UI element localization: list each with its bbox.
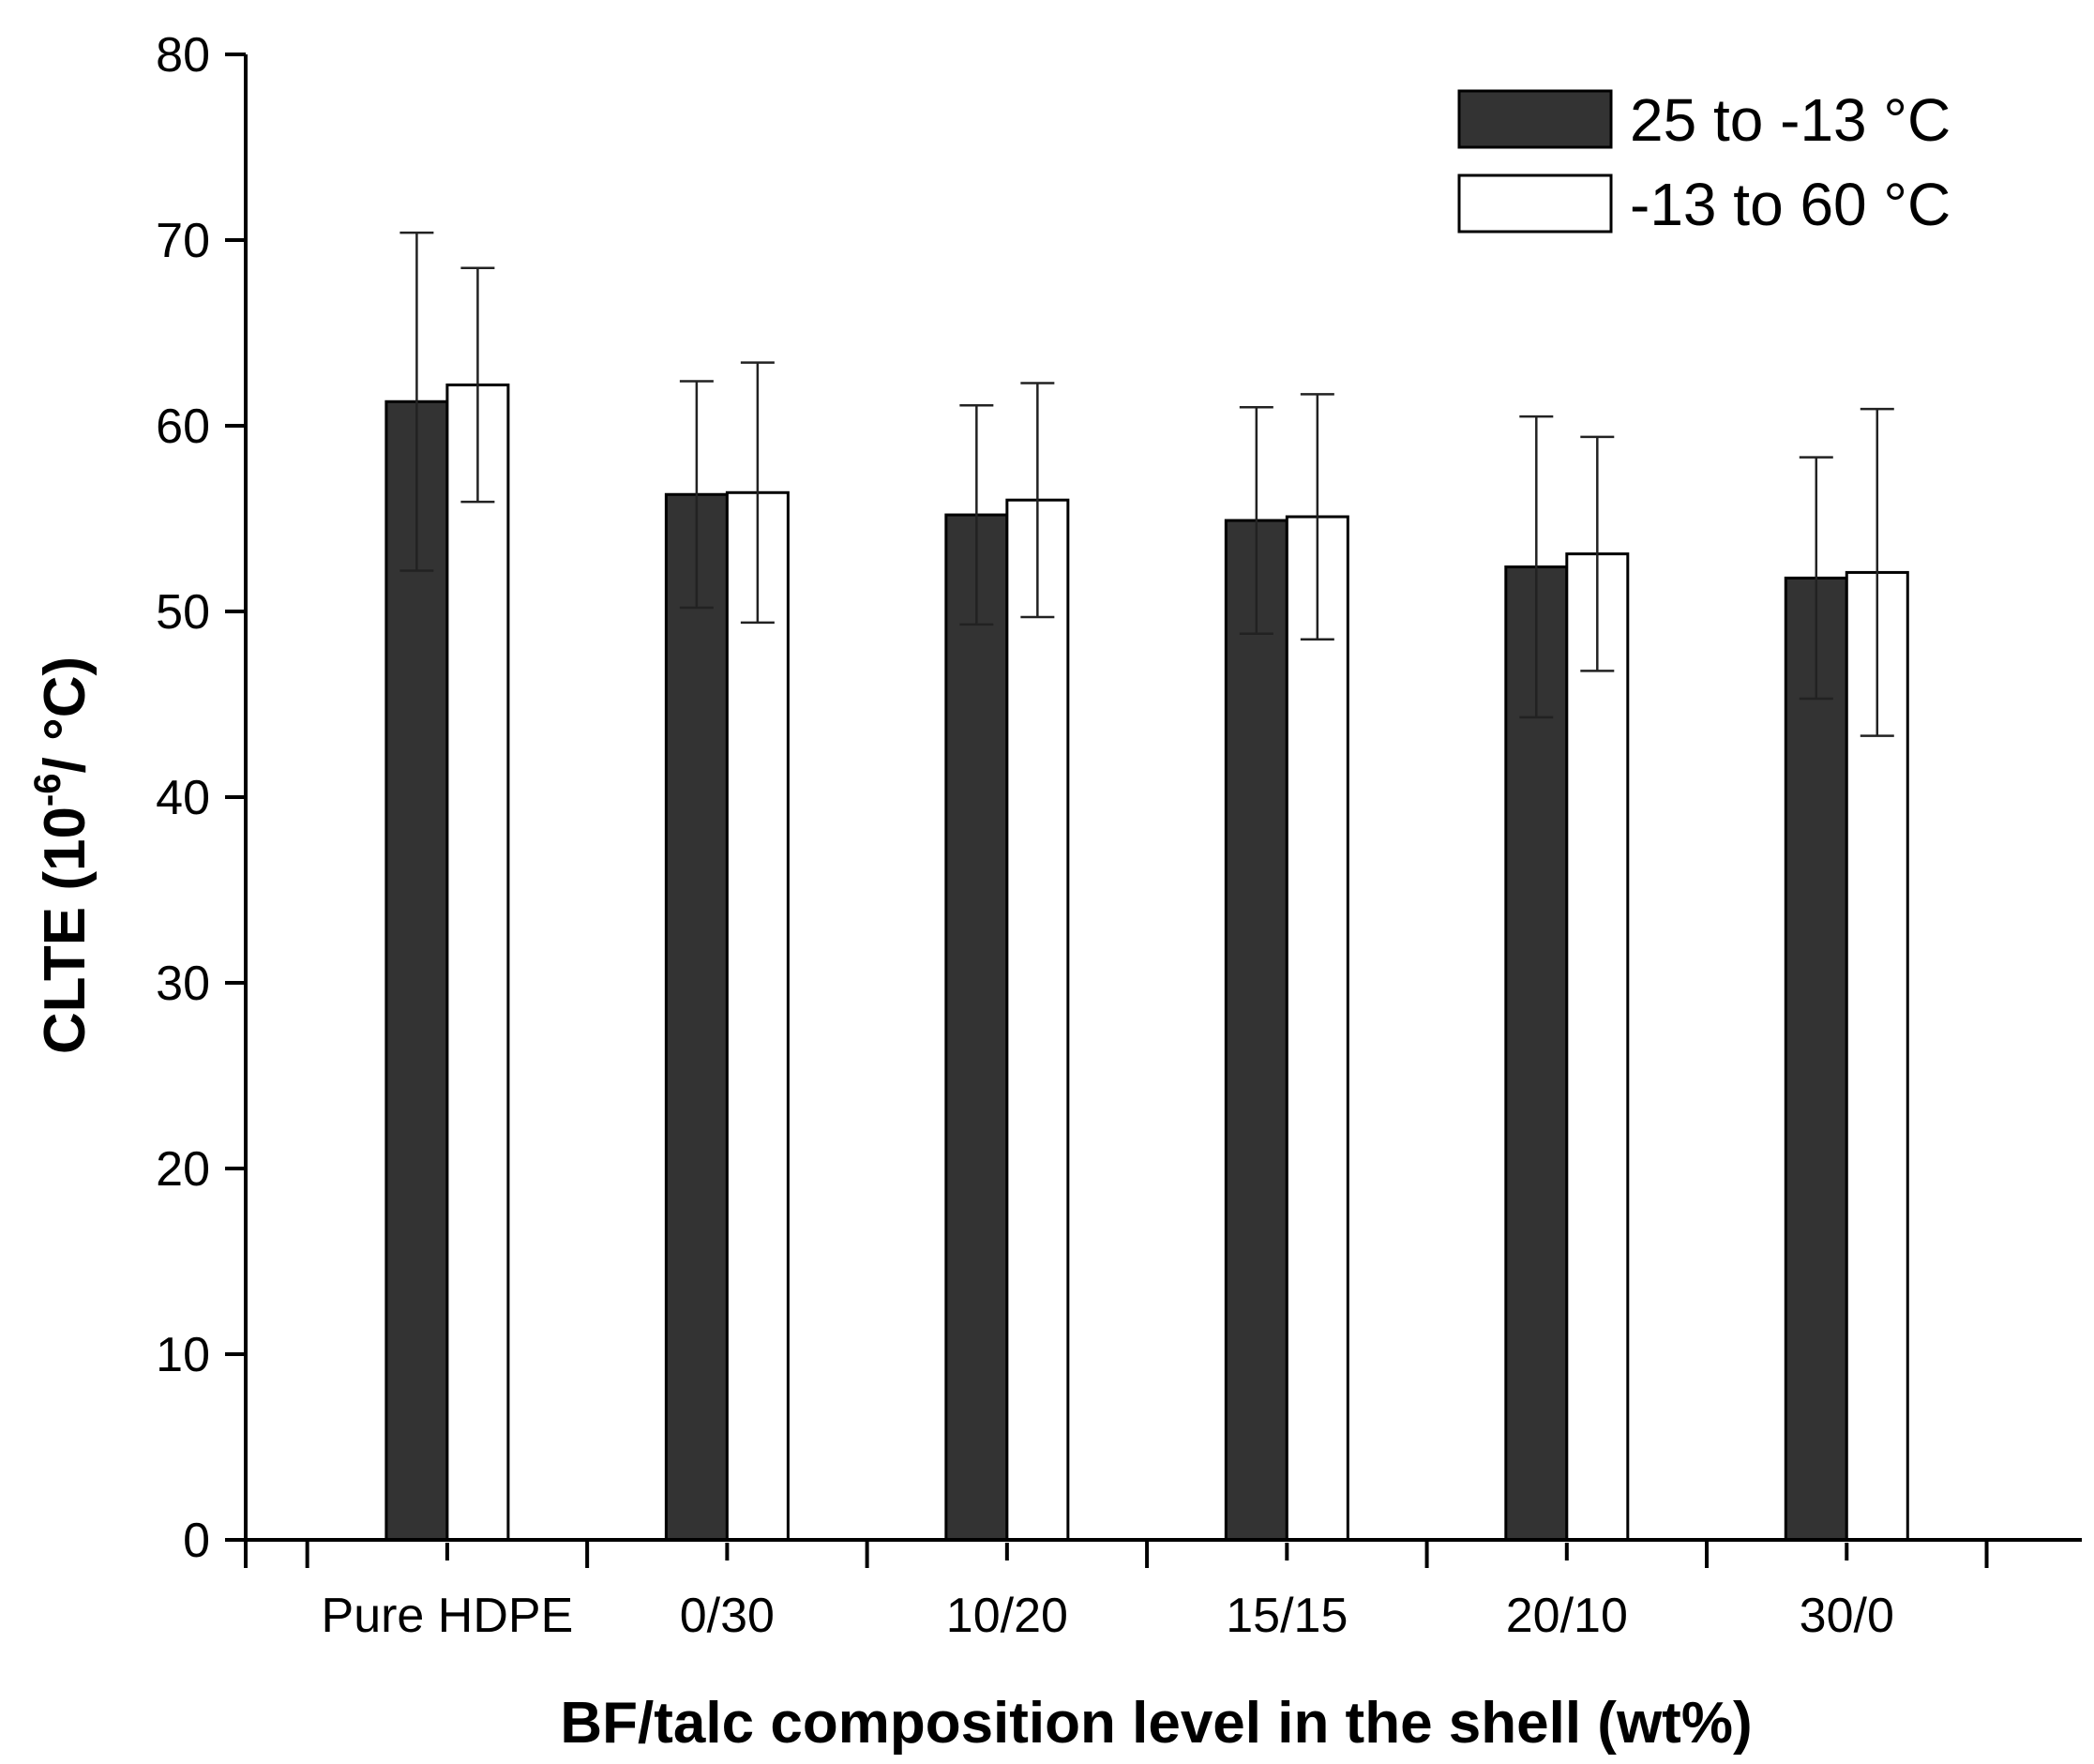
bar-series-2-1 — [725, 490, 790, 1542]
legend: 25 to -13 °C -13 to 60 °C — [1457, 86, 1951, 238]
bar-series-1-0 — [384, 400, 449, 1542]
y-axis-title-superscript: -6 — [27, 773, 68, 807]
bar-series-2-4 — [1565, 552, 1630, 1542]
bar-series-1-2 — [944, 513, 1009, 1542]
y-tick-label-0: 0 — [183, 1514, 210, 1568]
bar-series-1-3 — [1224, 519, 1288, 1542]
x-axis-title: BF/talc composition level in the shell (… — [560, 1691, 1752, 1756]
y-tick-label-5: 50 — [156, 585, 210, 640]
axes: Pure HDPE 0/30 10/20 15/15 20/10 30/0 0 10 20 30 4… — [156, 28, 2082, 1643]
y-tick-label-7: 70 — [156, 214, 210, 268]
bar-series-1-4 — [1504, 565, 1569, 1542]
legend-label-series-2: -13 to 60 °C — [1630, 171, 1951, 238]
legend-swatch-series-2 — [1457, 173, 1613, 234]
x-tick-label-4: 20/10 — [1506, 1589, 1628, 1643]
legend-swatch-series-1 — [1457, 89, 1613, 149]
y-axis-title: CLTE (10-6/ °C) — [27, 656, 98, 1054]
bar-series-2-0 — [445, 383, 510, 1542]
y-tick-label-2: 20 — [156, 1142, 210, 1197]
bar-series-2-5 — [1845, 570, 1909, 1542]
x-tick-label-3: 15/15 — [1226, 1589, 1348, 1643]
y-axis-title-suffix: / °C) — [33, 656, 98, 774]
legend-label-series-1: 25 to -13 °C — [1630, 86, 1951, 154]
y-axis-title-prefix: CLTE (10 — [33, 807, 98, 1054]
y-tick-label-1: 10 — [156, 1328, 210, 1382]
plot-area — [384, 231, 1909, 1542]
x-tick-label-5: 30/0 — [1800, 1589, 1894, 1643]
y-tick-label-6: 60 — [156, 400, 210, 454]
x-tick-label-1: 0/30 — [680, 1589, 775, 1643]
bar-series-2-2 — [1005, 498, 1070, 1542]
y-tick-label-4: 40 — [156, 771, 210, 825]
x-tick-label-2: 10/20 — [946, 1589, 1068, 1643]
bar-series-2-3 — [1285, 515, 1349, 1542]
y-tick-label-8: 80 — [156, 28, 210, 83]
bar-series-1-1 — [664, 492, 729, 1542]
bar-series-1-5 — [1784, 576, 1848, 1542]
y-tick-label-3: 30 — [156, 957, 210, 1011]
x-tick-label-0: Pure HDPE — [322, 1589, 574, 1643]
